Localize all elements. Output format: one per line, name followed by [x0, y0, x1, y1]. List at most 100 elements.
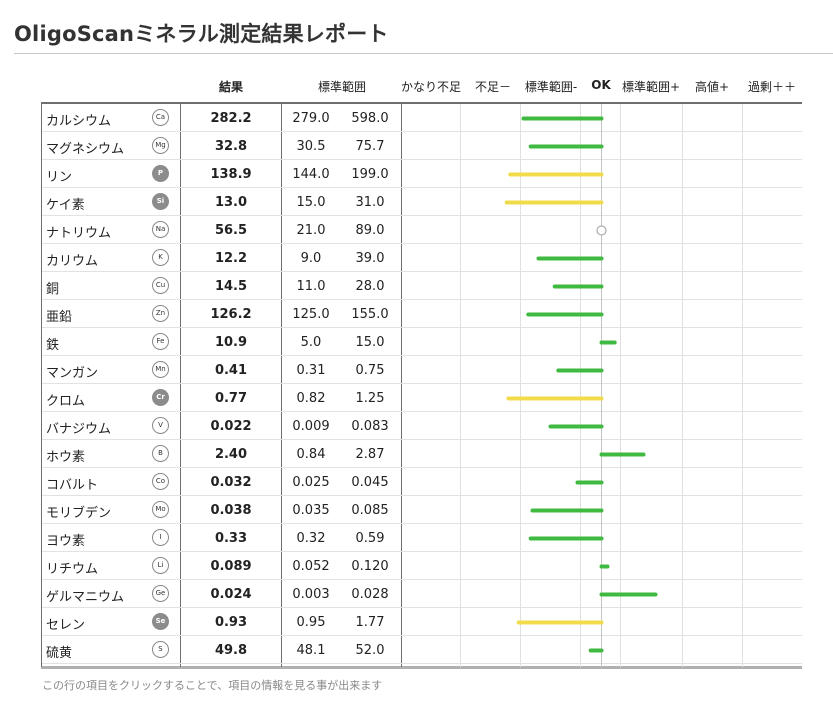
mineral-name: ゲルマニウム [46, 590, 125, 605]
range-low-value: 0.035 [292, 503, 330, 518]
range-low-value: 21.0 [296, 223, 326, 238]
result-value: 49.8 [214, 643, 248, 658]
result-value: 0.089 [210, 559, 252, 574]
range-low-value: 0.95 [296, 615, 326, 630]
table-row-li[interactable]: リチウム Li 0.089 0.052 0.120 [42, 552, 802, 580]
mineral-name: 亜鉛 [46, 310, 73, 325]
deviation-chart [402, 104, 802, 667]
range-high-value: 0.045 [351, 475, 389, 490]
header-cat-excess: 過剰＋＋ [747, 80, 796, 94]
row-separator [42, 635, 802, 636]
row-separator [42, 243, 802, 244]
row-separator [42, 215, 802, 216]
range-low-value: 0.32 [296, 531, 326, 546]
table-row-na[interactable]: ナトリウム Na 56.5 21.0 89.0 [42, 216, 802, 244]
ok-marker-na [596, 225, 607, 236]
table-row-zn[interactable]: 亜鉛 Zn 126.2 125.0 155.0 [42, 300, 802, 328]
footnote: この行の項目をクリックすることで、項目の情報を見る事が出来ます [42, 679, 383, 692]
result-value: 0.022 [210, 419, 252, 434]
row-separator [42, 523, 802, 524]
range-high-value: 155.0 [351, 307, 389, 322]
table-row-mo[interactable]: モリブデン Mo 0.038 0.035 0.085 [42, 496, 802, 524]
mineral-name: マグネシウム [46, 142, 125, 157]
result-value: 13.0 [214, 195, 248, 210]
result-value: 126.2 [210, 307, 252, 322]
range-low-value: 279.0 [292, 111, 330, 126]
range-high-value: 89.0 [355, 223, 385, 238]
mineral-name: カルシウム [46, 114, 112, 129]
result-value: 0.93 [214, 615, 248, 630]
results-table [41, 102, 802, 669]
range-low-value: 11.0 [296, 279, 326, 294]
element-symbol-icon: Co [152, 473, 169, 490]
element-symbol-icon: Mn [152, 361, 169, 378]
table-row-mn[interactable]: マンガン Mn 0.41 0.31 0.75 [42, 356, 802, 384]
range-high-value: 1.77 [355, 615, 385, 630]
result-value: 0.41 [214, 363, 248, 378]
element-symbol-icon: K [152, 249, 169, 266]
range-high-value: 598.0 [351, 111, 389, 126]
table-row-k[interactable]: カリウム K 12.2 9.0 39.0 [42, 244, 802, 272]
mineral-name: バナジウム [46, 422, 112, 437]
header-cat-high: 高値+ [694, 80, 730, 94]
row-separator [42, 579, 802, 580]
range-high-value: 15.0 [355, 335, 385, 350]
row-separator [42, 439, 802, 440]
table-row-cu[interactable]: 銅 Cu 14.5 11.0 28.0 [42, 272, 802, 300]
table-row-v[interactable]: バナジウム V 0.022 0.009 0.083 [42, 412, 802, 440]
range-high-value: 199.0 [351, 167, 389, 182]
range-low-value: 0.003 [292, 587, 330, 602]
row-separator [42, 271, 802, 272]
column-divider-chart [401, 104, 402, 667]
mineral-name: 鉄 [46, 338, 60, 353]
result-value: 14.5 [214, 279, 248, 294]
range-low-value: 0.052 [292, 559, 330, 574]
table-row-ca[interactable]: カルシウム Ca 282.2 279.0 598.0 [42, 104, 802, 132]
range-high-value: 1.25 [355, 391, 385, 406]
mineral-name: クロム [46, 394, 86, 409]
table-row-p[interactable]: リン P 138.9 144.0 199.0 [42, 160, 802, 188]
range-high-value: 31.0 [355, 195, 385, 210]
range-high-value: 39.0 [355, 251, 385, 266]
result-value: 282.2 [210, 111, 252, 126]
mineral-name: マンガン [46, 366, 99, 381]
range-low-value: 144.0 [292, 167, 330, 182]
range-high-value: 0.085 [351, 503, 389, 518]
mineral-name: 硫黄 [46, 646, 73, 661]
element-symbol-icon: Zn [152, 305, 169, 322]
result-value: 32.8 [214, 139, 248, 154]
element-symbol-icon: Na [152, 221, 169, 238]
title-divider [14, 53, 833, 54]
mineral-name: セレン [46, 618, 86, 633]
table-row-co[interactable]: コバルト Co 0.032 0.025 0.045 [42, 468, 802, 496]
range-low-value: 0.82 [296, 391, 326, 406]
mineral-name: リチウム [46, 562, 99, 577]
result-value: 0.77 [214, 391, 248, 406]
row-separator [42, 551, 802, 552]
table-row-s[interactable]: 硫黄 S 49.8 48.1 52.0 [42, 636, 802, 664]
result-value: 0.024 [210, 587, 252, 602]
row-separator [42, 495, 802, 496]
table-row-ge[interactable]: ゲルマニウム Ge 0.024 0.003 0.028 [42, 580, 802, 608]
range-low-value: 0.31 [296, 363, 326, 378]
table-row-cr[interactable]: クロム Cr 0.77 0.82 1.25 [42, 384, 802, 412]
mineral-name: ナトリウム [46, 226, 112, 241]
table-row-se[interactable]: セレン Se 0.93 0.95 1.77 [42, 608, 802, 636]
element-symbol-icon: Ge [152, 585, 169, 602]
range-high-value: 52.0 [355, 643, 385, 658]
row-separator [42, 663, 802, 664]
range-high-value: 0.120 [351, 559, 389, 574]
deviation-chart-svg [460, 104, 743, 667]
table-row-fe[interactable]: 鉄 Fe 10.9 5.0 15.0 [42, 328, 802, 356]
table-row-i[interactable]: ヨウ素 I 0.33 0.32 0.59 [42, 524, 802, 552]
table-row-mg[interactable]: マグネシウム Mg 32.8 30.5 75.7 [42, 132, 802, 160]
table-row-b[interactable]: ホウ素 B 2.40 0.84 2.87 [42, 440, 802, 468]
range-low-value: 0.009 [292, 419, 330, 434]
mineral-name: ホウ素 [46, 450, 86, 465]
range-low-value: 0.84 [296, 447, 326, 462]
header-cat-low: 不足－ [474, 80, 511, 94]
result-value: 0.33 [214, 531, 248, 546]
mineral-name: モリブデン [46, 506, 112, 521]
row-separator [42, 383, 802, 384]
table-row-si[interactable]: ケイ素 Si 13.0 15.0 31.0 [42, 188, 802, 216]
